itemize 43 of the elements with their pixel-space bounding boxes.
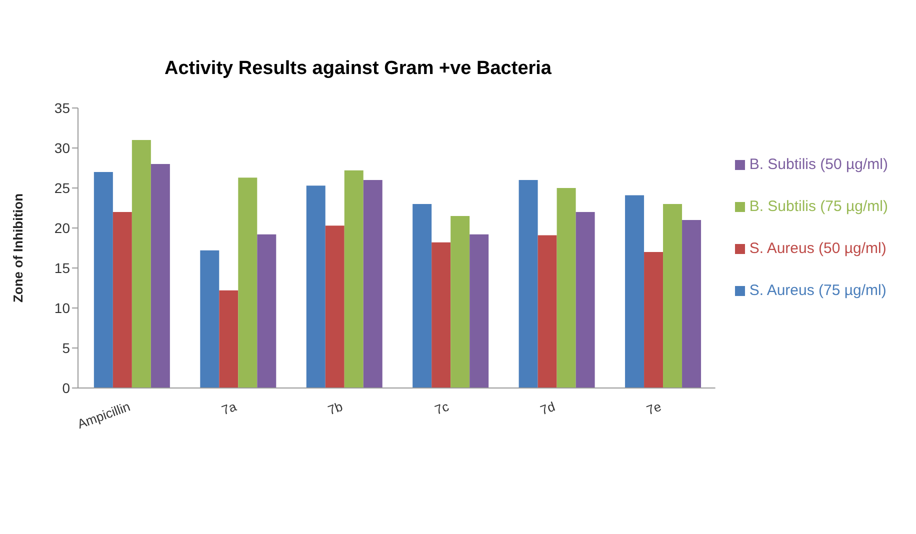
x-tick-label: 7e — [644, 398, 664, 418]
y-tick-label: 30 — [54, 140, 70, 156]
bar — [344, 170, 364, 388]
bar — [518, 180, 538, 388]
x-tick-label: 7c — [432, 398, 452, 418]
bar — [200, 250, 220, 388]
bar — [682, 220, 702, 388]
bar — [432, 242, 451, 388]
y-tick-label: 5 — [62, 340, 70, 356]
y-tick-label: 0 — [62, 380, 70, 396]
bar — [238, 178, 258, 388]
y-axis-title: Zone of Inhibition — [10, 193, 26, 303]
bar — [450, 216, 470, 388]
y-tick-label: 25 — [54, 180, 70, 196]
bar — [663, 204, 682, 388]
bar — [306, 186, 326, 388]
bar — [325, 226, 344, 388]
x-tick-label: 7d — [538, 398, 558, 418]
bar — [219, 290, 238, 388]
legend-label: B. Subtilis (75 µg/ml) — [749, 198, 888, 215]
y-tick-label: 20 — [54, 220, 70, 236]
legend-label: S. Aureus (75 µg/ml) — [749, 282, 886, 299]
x-tick-label: 7b — [326, 398, 345, 418]
bar — [556, 188, 576, 388]
y-tick-label: 10 — [54, 300, 70, 316]
bar — [94, 172, 113, 388]
bar — [363, 180, 382, 388]
bar — [470, 234, 489, 388]
bar — [538, 235, 557, 388]
bar — [132, 140, 151, 388]
chart-title: Activity Results against Gram +ve Bacteria — [163, 58, 553, 80]
y-tick-label: 35 — [54, 100, 70, 116]
legend-label: S. Aureus (50 µg/ml) — [749, 240, 886, 257]
bar — [412, 204, 432, 388]
bar — [644, 252, 664, 388]
legend-label: B. Subtilis (50 µg/ml) — [749, 156, 888, 173]
bar — [112, 212, 132, 388]
bar — [150, 164, 170, 388]
y-tick-label: 15 — [54, 260, 70, 276]
bar — [576, 212, 595, 388]
bar — [625, 195, 644, 388]
x-tick-label: 7a — [220, 398, 240, 418]
bar — [257, 234, 276, 388]
